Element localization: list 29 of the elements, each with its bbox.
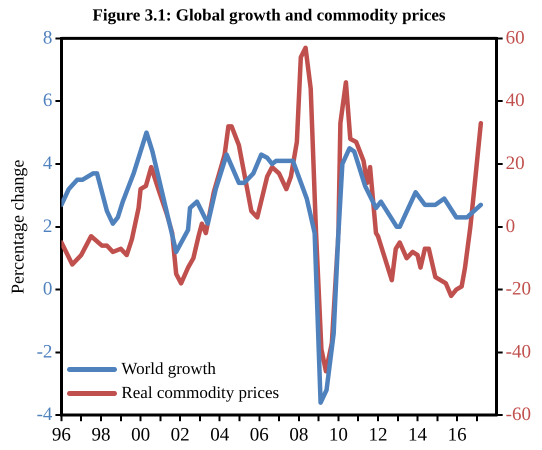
legend-label: World growth: [121, 359, 216, 380]
y-tick-label: -4: [36, 404, 53, 426]
x-tick-label: 00: [131, 424, 150, 446]
y2-tick-label: 40: [506, 90, 525, 112]
y2-tick-label: -40: [506, 341, 531, 362]
x-tick-label: 08: [289, 424, 308, 446]
legend-label: Real commodity prices: [121, 383, 280, 404]
x-tick-label: 98: [91, 424, 110, 446]
x-tick-label: 10: [328, 424, 348, 446]
y-tick-label: 8: [42, 27, 52, 48]
x-tick-label: 02: [170, 424, 190, 446]
y-axis-title: Percentage change: [8, 160, 28, 294]
x-tick-label: 96: [52, 424, 71, 446]
y-tick-label: 4: [42, 152, 53, 174]
y-tick-label: -2: [36, 341, 52, 362]
y-tick-label: 2: [42, 216, 52, 237]
y2-tick-label: -60: [506, 404, 531, 426]
chart-title: Figure 3.1: Global growth and commodity prices: [92, 6, 446, 25]
x-tick-label: 06: [250, 424, 269, 446]
x-tick-label: 14: [408, 424, 428, 446]
y-tick-label: 6: [42, 90, 52, 112]
y2-tick-label: -20: [506, 278, 531, 300]
x-tick-label: 04: [210, 424, 230, 446]
y2-tick-label: 60: [506, 27, 525, 48]
y2-tick-label: 0: [506, 216, 516, 237]
y-tick-label: 0: [42, 278, 52, 300]
y2-tick-label: 20: [506, 152, 525, 174]
x-tick-label: 16: [448, 424, 467, 446]
x-tick-label: 12: [368, 424, 388, 446]
